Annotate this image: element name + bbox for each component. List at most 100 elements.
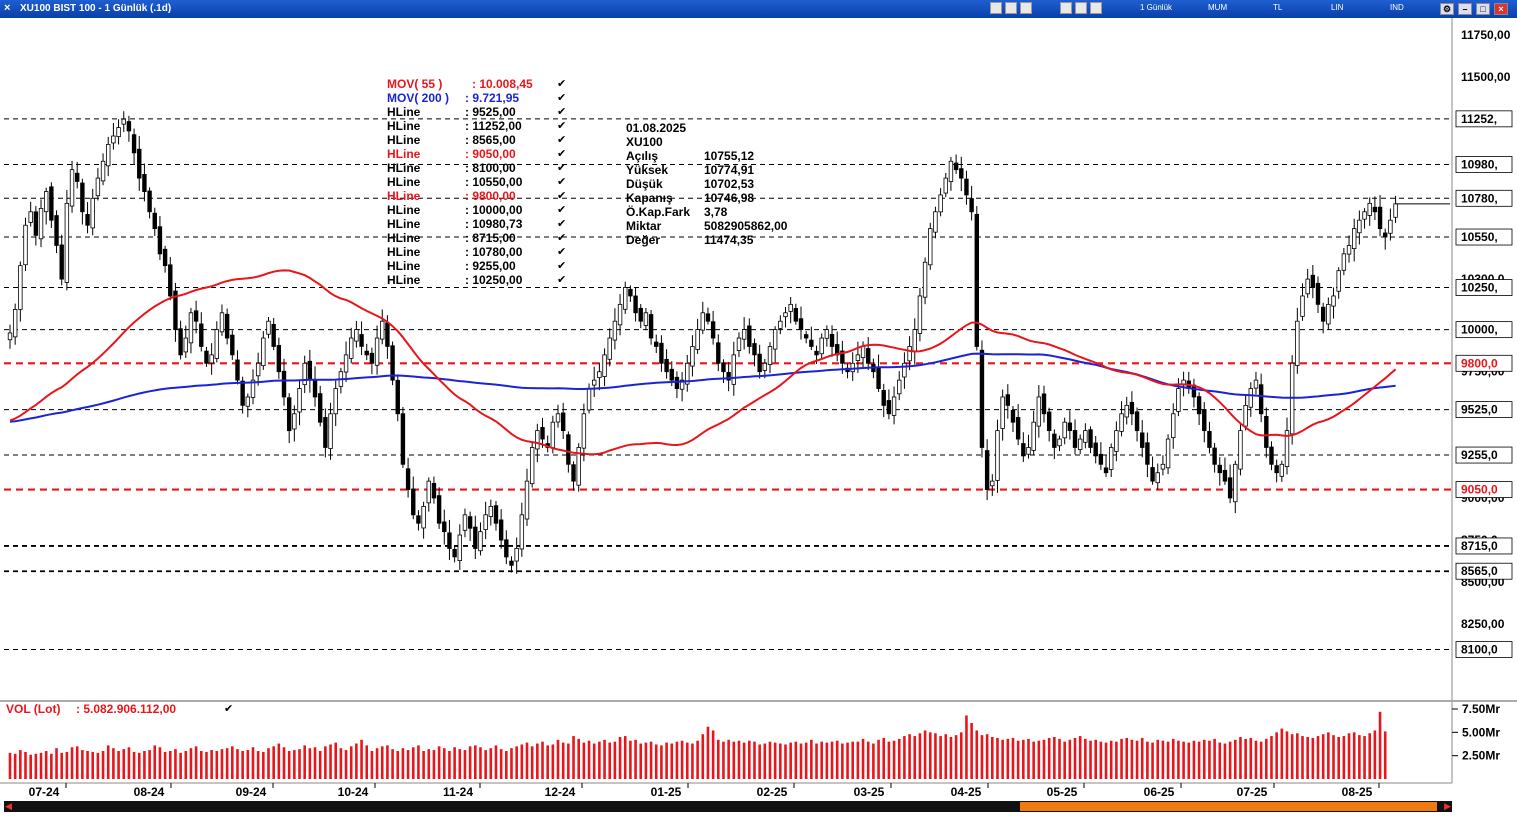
- candle-body: [1052, 433, 1057, 448]
- volume-bar: [1089, 740, 1092, 779]
- scroll-right-icon[interactable]: ▶: [1444, 801, 1451, 811]
- volume-bar: [567, 743, 570, 779]
- legend-check-icon[interactable]: ✔: [557, 120, 567, 132]
- info-value: 10774,91: [704, 163, 755, 177]
- toolbar-icon[interactable]: [1005, 2, 1017, 14]
- candle-body: [54, 215, 59, 246]
- volume-bar: [763, 743, 767, 779]
- volume-bar: [1073, 737, 1077, 779]
- volume-bar: [975, 730, 979, 779]
- candle-body: [385, 322, 390, 347]
- volume-bar: [308, 748, 312, 779]
- candle-body: [349, 337, 354, 359]
- mov55-line: [9, 269, 1397, 456]
- volume-bar: [132, 751, 136, 779]
- candle-body: [1243, 404, 1248, 427]
- toolbar-icon[interactable]: [1075, 2, 1087, 14]
- toolbar-icon[interactable]: [1020, 2, 1032, 14]
- volume-bar: [737, 740, 741, 779]
- indicator-button[interactable]: IND: [1390, 3, 1404, 12]
- toolbar-icon[interactable]: [1090, 2, 1102, 14]
- info-value: 3,78: [704, 205, 728, 219]
- candle-body: [1134, 411, 1140, 432]
- price-chart[interactable]: 11750,0011500,0010300,09750,009000,00875…: [0, 18, 1517, 800]
- legend-check-icon[interactable]: ✔: [557, 260, 567, 272]
- settings-icon[interactable]: ⚙: [1440, 3, 1454, 15]
- candle-body: [462, 514, 468, 531]
- legend-check-icon[interactable]: ✔: [557, 92, 567, 104]
- candle-body: [43, 191, 49, 213]
- legend-check-icon[interactable]: ✔: [557, 78, 567, 90]
- legend-check-icon[interactable]: ✔: [557, 218, 567, 230]
- legend-check-icon[interactable]: ✔: [557, 204, 567, 216]
- legend-check-icon[interactable]: ✔: [557, 162, 567, 174]
- candle-body: [1124, 404, 1129, 418]
- candle-body: [912, 329, 917, 352]
- legend-check-icon[interactable]: ✔: [557, 246, 567, 258]
- hline-axis-label: 9255,0: [1461, 448, 1498, 462]
- candle-body: [855, 354, 861, 361]
- volume-bar: [39, 752, 43, 779]
- legend-check-icon[interactable]: ✔: [557, 106, 567, 118]
- candle-body: [995, 430, 1000, 481]
- currency-button[interactable]: TL: [1273, 3, 1283, 12]
- legend-check-icon[interactable]: ✔: [557, 134, 567, 146]
- candle-body: [488, 505, 494, 517]
- candle-body: [1083, 430, 1088, 443]
- minimize-icon[interactable]: –: [1458, 3, 1472, 15]
- legend-check-icon[interactable]: ✔: [557, 232, 567, 244]
- candle-body: [876, 367, 881, 389]
- candle-body: [617, 303, 623, 326]
- volume-bar: [101, 751, 105, 779]
- hline-legend-label: HLine: [387, 245, 421, 259]
- candle-body: [566, 434, 571, 465]
- scale-button[interactable]: LIN: [1331, 3, 1344, 12]
- maximize-icon[interactable]: □: [1476, 3, 1490, 15]
- candle-body: [850, 362, 855, 373]
- hline-legend-value: : 8565,00: [465, 133, 516, 147]
- price-tick-label-box: [1456, 616, 1512, 633]
- candle-body: [540, 427, 545, 440]
- volume-bar: [1001, 739, 1004, 779]
- horizontal-scrollbar[interactable]: ◀ ▶: [4, 801, 1452, 812]
- volume-bar: [489, 748, 493, 779]
- volume-bar: [892, 740, 896, 779]
- period-button[interactable]: 1 Günlük: [1140, 3, 1173, 12]
- scroll-left-icon[interactable]: ◀: [5, 801, 12, 811]
- volume-bar: [1327, 732, 1330, 779]
- close-icon[interactable]: ×: [4, 2, 11, 14]
- info-value: 10746,98: [704, 191, 755, 205]
- legend-check-icon[interactable]: ✔: [557, 148, 567, 160]
- candle-body: [116, 127, 121, 138]
- volume-bar: [215, 751, 219, 779]
- candle-body: [302, 362, 307, 386]
- volume-bar: [572, 736, 575, 779]
- toolbar-icon[interactable]: [990, 2, 1002, 14]
- candle-body: [28, 211, 33, 223]
- legend-check-icon[interactable]: ✔: [557, 176, 567, 188]
- legend-check-icon[interactable]: ✔: [557, 274, 567, 286]
- volume-bar: [856, 741, 860, 779]
- scrollbar-thumb[interactable]: [1020, 802, 1437, 811]
- x-tick-label: 05-25: [1047, 785, 1078, 799]
- hline-axis-label: 11252,: [1461, 112, 1497, 126]
- candle-body: [1248, 388, 1253, 408]
- hline-legend-value: : 9525,00: [465, 105, 516, 119]
- volume-bar: [649, 741, 653, 779]
- volume-bar: [1311, 737, 1315, 779]
- volume-bar: [282, 747, 286, 779]
- chart-type-button[interactable]: MUM: [1208, 3, 1228, 12]
- volume-bar: [696, 740, 699, 779]
- toolbar-icon[interactable]: [1060, 2, 1072, 14]
- volume-bar: [670, 743, 674, 779]
- volume-bar: [1342, 736, 1346, 779]
- volume-check-icon[interactable]: ✔: [224, 703, 234, 715]
- hline-legend-label: HLine: [387, 259, 421, 273]
- candle-body: [612, 320, 618, 341]
- legend-check-icon[interactable]: ✔: [557, 190, 567, 202]
- candle-body: [1336, 270, 1341, 292]
- volume-bar: [75, 746, 79, 779]
- volume-bar: [784, 744, 787, 779]
- close-window-icon[interactable]: ×: [1494, 3, 1508, 15]
- price-tick-label: 11500,00: [1461, 70, 1511, 84]
